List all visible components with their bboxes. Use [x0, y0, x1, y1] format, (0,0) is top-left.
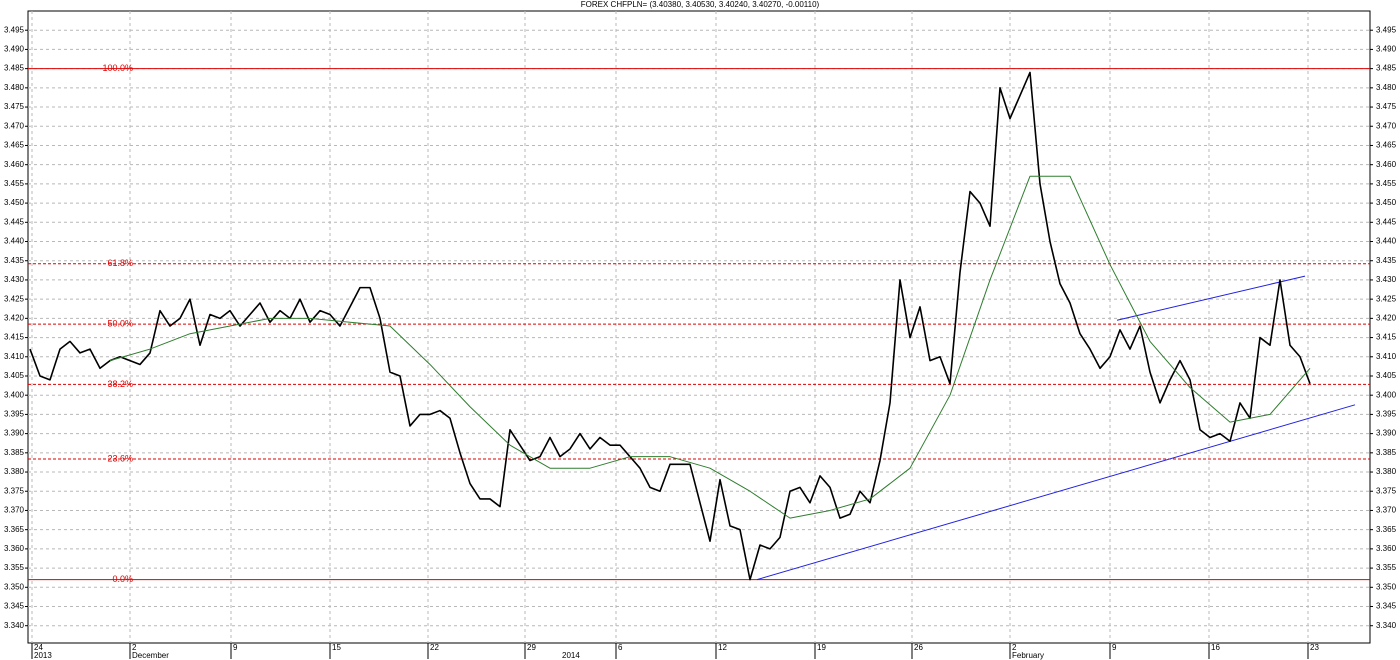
price-line — [29, 71, 1311, 581]
y-tick-label: 3.460 — [4, 160, 25, 169]
y2-tick-label: 3.385 — [1376, 448, 1397, 457]
y-tick-label: 3.355 — [4, 563, 25, 572]
y-tick-label: 3.420 — [4, 313, 25, 322]
x-tick-label: 2 — [132, 643, 137, 652]
y-tick-label: 3.435 — [4, 256, 25, 265]
y-tick-label: 3.380 — [4, 467, 25, 476]
x-tick-label: 22 — [430, 643, 439, 652]
x-period-label: December — [132, 651, 169, 660]
x-tick-label: 2 — [1012, 643, 1017, 652]
y2-tick-label: 3.445 — [1376, 217, 1397, 226]
fib-label: 61.8% — [107, 258, 133, 268]
y2-tick-label: 3.465 — [1376, 141, 1397, 150]
y-tick-label: 3.350 — [4, 582, 25, 591]
plot-frame — [27, 10, 1371, 644]
y-tick-label: 3.445 — [4, 217, 25, 226]
y2-tick-label: 3.405 — [1376, 371, 1397, 380]
y-tick-label: 3.385 — [4, 448, 25, 457]
y-tick-label: 3.365 — [4, 525, 25, 534]
x-tick-label: 6 — [618, 643, 623, 652]
y-tick-label: 3.370 — [4, 506, 25, 515]
fib-label: 50.0% — [107, 318, 133, 328]
y-tick-label: 3.360 — [4, 544, 25, 553]
y2-tick-label: 3.390 — [1376, 429, 1397, 438]
y2-tick-label: 3.490 — [1376, 45, 1397, 54]
x-tick-label: 24 — [34, 643, 43, 652]
y-tick-label: 3.400 — [4, 390, 25, 399]
fib-label: 38.2% — [107, 379, 133, 389]
y-tick-label: 3.475 — [4, 102, 25, 111]
y2-tick-label: 3.455 — [1376, 179, 1397, 188]
y2-tick-label: 3.370 — [1376, 506, 1397, 515]
y2-tick-label: 3.440 — [1376, 237, 1397, 246]
y2-tick-label: 3.400 — [1376, 390, 1397, 399]
chart-title: FOREX CHFPLN= (3.40380, 3.40530, 3.40240… — [581, 0, 820, 9]
y-tick-label: 3.440 — [4, 237, 25, 246]
y2-tick-label: 3.425 — [1376, 294, 1397, 303]
y-tick-label: 3.340 — [4, 621, 25, 630]
trend-line — [1116, 275, 1306, 321]
y2-tick-label: 3.355 — [1376, 563, 1397, 572]
y2-tick-label: 3.345 — [1376, 602, 1397, 611]
y-tick-label: 3.450 — [4, 198, 25, 207]
x-tick-label: 9 — [1112, 643, 1117, 652]
y-tick-label: 3.465 — [4, 141, 25, 150]
y2-tick-label: 3.340 — [1376, 621, 1397, 630]
y2-tick-label: 3.485 — [1376, 64, 1397, 73]
fib-label: 100.0% — [102, 63, 133, 73]
y2-tick-label: 3.365 — [1376, 525, 1397, 534]
y-tick-label: 3.470 — [4, 121, 25, 130]
x-tick-label: 29 — [527, 643, 536, 652]
y-tick-label: 3.485 — [4, 64, 25, 73]
y2-tick-label: 3.480 — [1376, 83, 1397, 92]
x-period-label: 2014 — [562, 651, 580, 660]
y2-tick-label: 3.470 — [1376, 121, 1397, 130]
y2-tick-label: 3.435 — [1376, 256, 1397, 265]
y2-tick-label: 3.380 — [1376, 467, 1397, 476]
moving-average — [109, 175, 1311, 519]
y2-tick-label: 3.395 — [1376, 410, 1397, 419]
x-tick-label: 15 — [332, 643, 341, 652]
y-tick-label: 3.490 — [4, 45, 25, 54]
y2-tick-label: 3.475 — [1376, 102, 1397, 111]
x-tick-label: 16 — [1211, 643, 1220, 652]
y2-tick-label: 3.430 — [1376, 275, 1397, 284]
y2-tick-label: 3.420 — [1376, 313, 1397, 322]
y-tick-label: 3.455 — [4, 179, 25, 188]
y2-tick-label: 3.410 — [1376, 352, 1397, 361]
y2-tick-label: 3.450 — [1376, 198, 1397, 207]
y-tick-label: 3.375 — [4, 486, 25, 495]
fib-label: 0.0% — [112, 574, 133, 584]
x-tick-label: 19 — [817, 643, 826, 652]
y2-tick-label: 3.350 — [1376, 582, 1397, 591]
y2-tick-label: 3.360 — [1376, 544, 1397, 553]
y-tick-label: 3.430 — [4, 275, 25, 284]
y-tick-label: 3.395 — [4, 410, 25, 419]
trend-line — [756, 404, 1356, 581]
y-tick-label: 3.390 — [4, 429, 25, 438]
y2-tick-label: 3.375 — [1376, 486, 1397, 495]
fib-label: 23.6% — [107, 453, 133, 463]
y-tick-label: 3.405 — [4, 371, 25, 380]
y-tick-label: 3.480 — [4, 83, 25, 92]
y-tick-label: 3.345 — [4, 602, 25, 611]
x-tick-label: 9 — [233, 643, 238, 652]
y-tick-label: 3.425 — [4, 294, 25, 303]
x-tick-label: 12 — [718, 643, 727, 652]
y2-tick-label: 3.415 — [1376, 333, 1397, 342]
y-tick-label: 3.410 — [4, 352, 25, 361]
x-period-label: February — [1012, 651, 1044, 660]
x-tick-label: 23 — [1310, 643, 1319, 652]
y2-tick-label: 3.460 — [1376, 160, 1397, 169]
y-tick-label: 3.495 — [4, 25, 25, 34]
x-period-label: 2013 — [34, 651, 52, 660]
y-tick-label: 3.415 — [4, 333, 25, 342]
x-tick-label: 26 — [914, 643, 923, 652]
y2-tick-label: 3.495 — [1376, 25, 1397, 34]
